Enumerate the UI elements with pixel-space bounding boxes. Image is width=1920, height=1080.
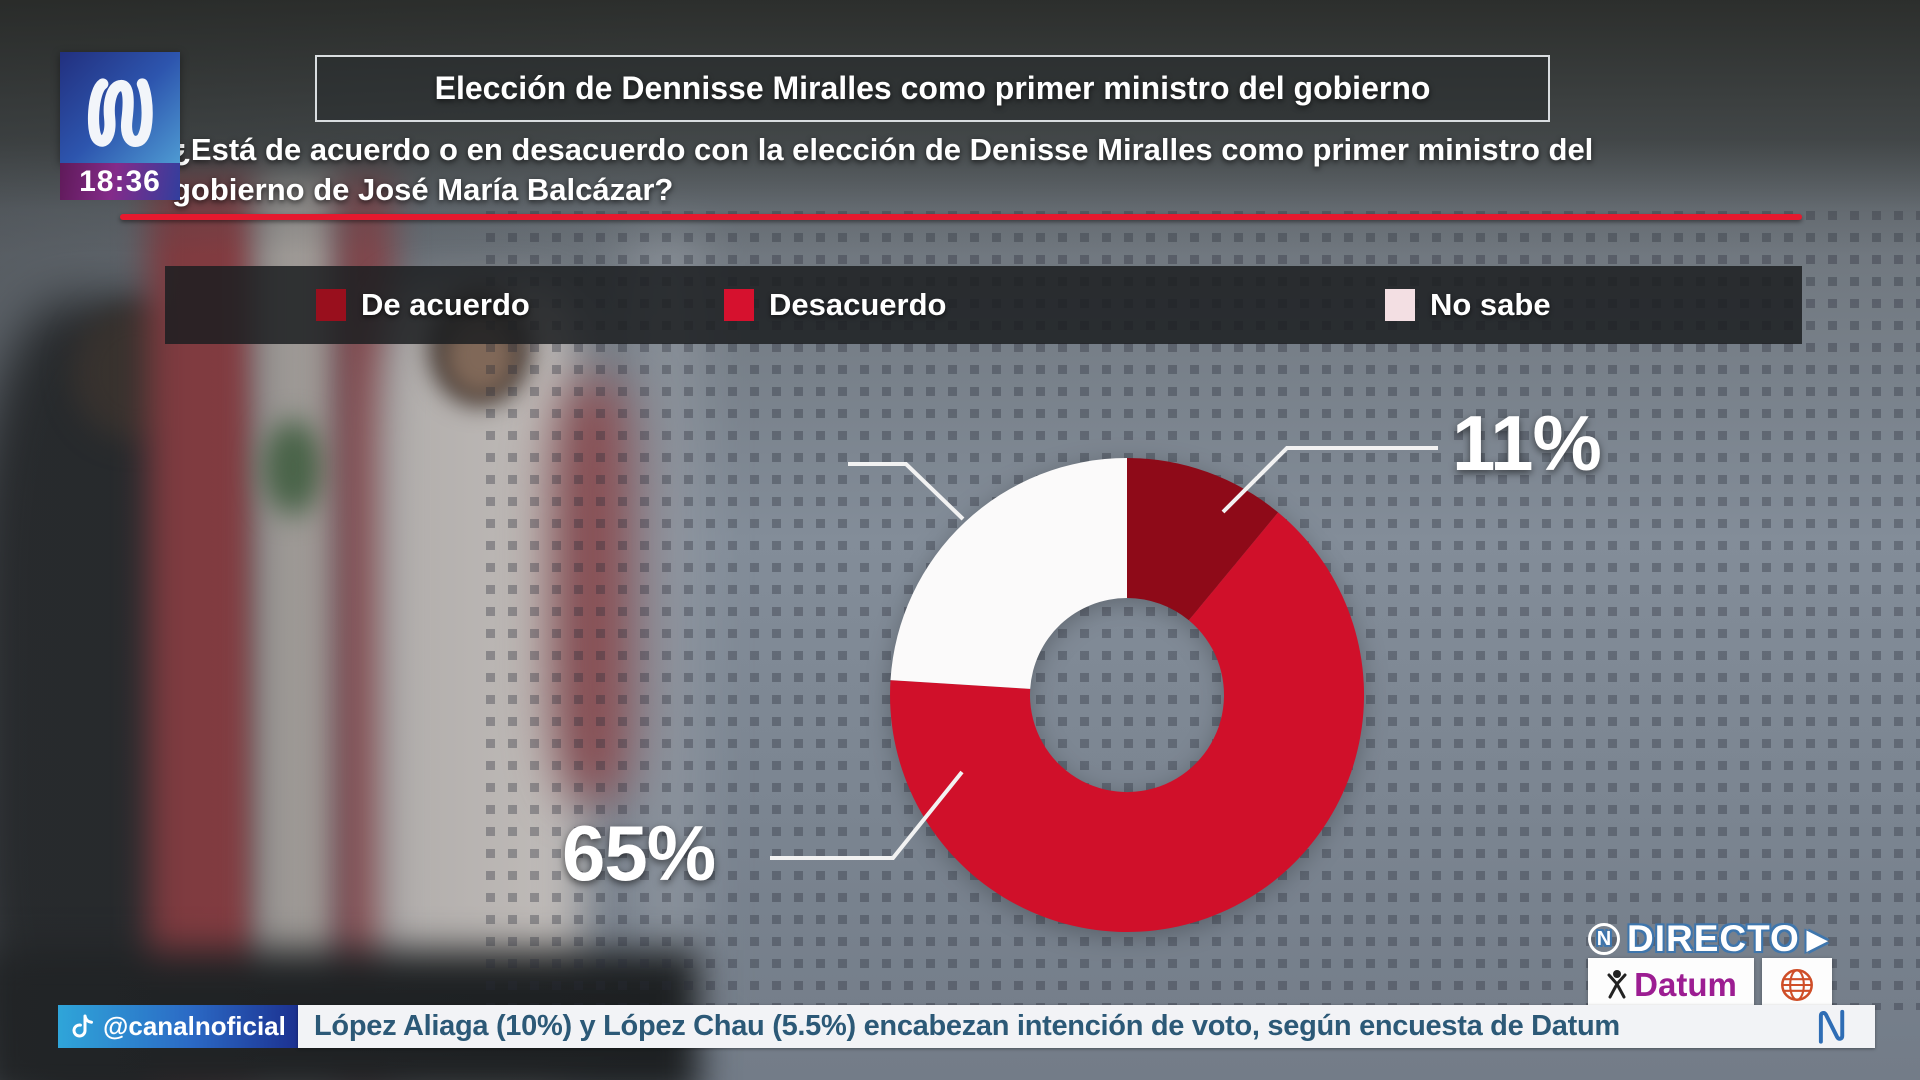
donut-chart xyxy=(890,458,1365,933)
clock: 18:36 xyxy=(60,163,180,200)
tiktok-handle-text: @canalnoficial xyxy=(103,1011,286,1041)
directo-label: DIRECTO xyxy=(1627,918,1800,959)
poll-question: ¿Está de acuerdo o en desacuerdo con la … xyxy=(172,130,1593,210)
label-de-acuerdo-pct: 11% xyxy=(1452,399,1602,487)
datum-figure-icon xyxy=(1607,970,1627,999)
tiktok-handle-badge: @canalnoficial xyxy=(58,1005,298,1048)
play-arrow-icon: ▶ xyxy=(1806,923,1827,954)
label-desacuerdo-pct: 65% xyxy=(562,809,716,897)
datum-wordmark: Datum xyxy=(1634,966,1737,1003)
globe-logo xyxy=(1762,958,1832,1012)
headline-banner-text: Elección de Dennisse Miralles como prime… xyxy=(434,70,1431,106)
poll-question-line1: ¿Está de acuerdo o en desacuerdo con la … xyxy=(172,132,1594,167)
background-photo-flag-crest xyxy=(262,420,324,515)
tiktok-icon xyxy=(72,1014,93,1037)
legend-swatch-no-sabe xyxy=(1385,289,1415,321)
legend-swatch-de-acuerdo xyxy=(316,289,346,321)
clock-time: 18:36 xyxy=(79,164,161,198)
legend-item-desacuerdo: Desacuerdo xyxy=(724,266,946,344)
chart-legend: De acuerdo Desacuerdo No sabe xyxy=(165,266,1802,344)
legend-label-no-sabe: No sabe xyxy=(1430,287,1551,322)
legend-label-desacuerdo: Desacuerdo xyxy=(769,287,947,322)
legend-label-de-acuerdo: De acuerdo xyxy=(361,287,530,322)
legend-item-no-sabe: No sabe xyxy=(1385,266,1551,344)
red-divider xyxy=(120,214,1802,220)
n-logo-icon xyxy=(87,77,153,147)
canal-n-ticker-icon xyxy=(1818,1009,1845,1044)
legend-swatch-desacuerdo xyxy=(724,289,754,321)
donut-segment-no-sabe xyxy=(890,458,1127,689)
headline-banner: Elección de Dennisse Miralles como prime… xyxy=(315,55,1550,122)
canal-n-logo xyxy=(60,52,180,163)
canal-n-badge-icon: N xyxy=(1588,923,1620,955)
poll-question-line2: gobierno de José María Balcázar? xyxy=(172,172,674,207)
legend-item-de-acuerdo: De acuerdo xyxy=(316,266,530,344)
directo-badge: N DIRECTO ▶ xyxy=(1588,918,1827,960)
news-ticker-text: López Aliaga (10%) y López Chau (5.5%) e… xyxy=(314,1010,1620,1042)
background-top-shade xyxy=(0,0,1920,255)
news-ticker: López Aliaga (10%) y López Chau (5.5%) e… xyxy=(298,1005,1875,1048)
datum-logo: Datum xyxy=(1588,958,1754,1012)
globe-icon xyxy=(1781,969,1813,1001)
